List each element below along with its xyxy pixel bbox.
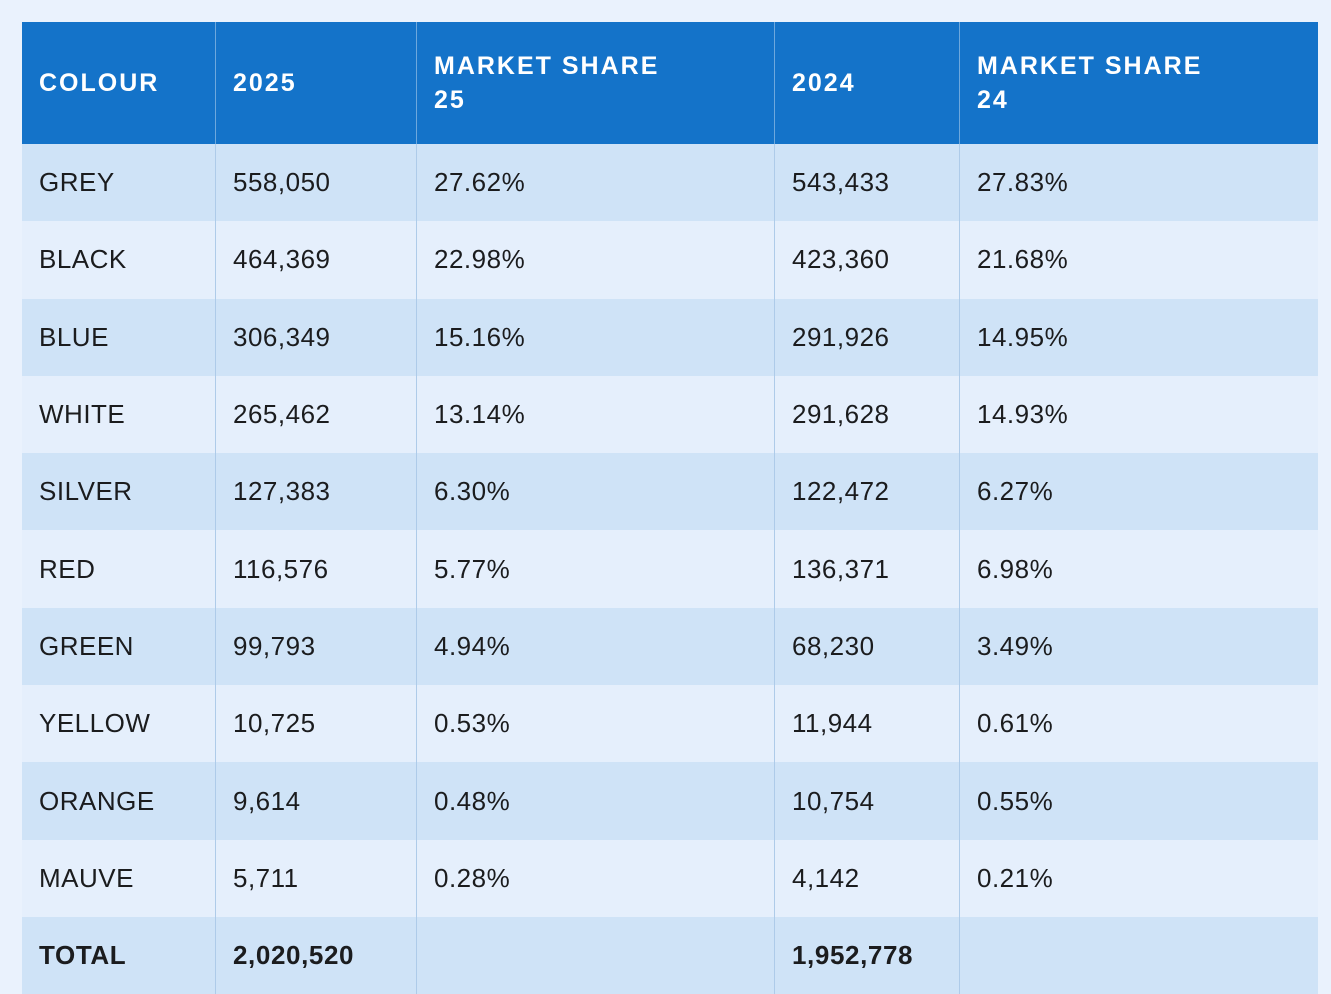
table-row: BLACK 464,369 22.98% 423,360 21.68% [22, 221, 1318, 299]
value-2025-cell: 99,793 [215, 607, 416, 686]
share-2025-cell: 5.77% [416, 530, 774, 608]
share-2024-cell: 14.93% [959, 375, 1318, 454]
table-row: SILVER 127,383 6.30% 122,472 6.27% [22, 453, 1318, 531]
value-2025-cell: 116,576 [215, 530, 416, 608]
share-2024-cell: 0.61% [959, 685, 1318, 763]
share-2024-cell: 6.27% [959, 453, 1318, 531]
share-2025-cell: 4.94% [416, 607, 774, 686]
value-2025-cell: 127,383 [215, 453, 416, 531]
header-market-share-24-label: MARKET SHARE 24 [977, 51, 1203, 115]
share-2024-cell: 3.49% [959, 607, 1318, 686]
value-2024-cell: 291,926 [774, 298, 959, 376]
total-share-2024-cell [959, 916, 1318, 994]
value-2025-cell: 558,050 [215, 144, 416, 222]
value-2024-cell: 136,371 [774, 530, 959, 608]
header-market-share-25-label: MARKET SHARE 25 [434, 51, 660, 115]
colour-cell: MAUVE [39, 862, 134, 893]
value-2025-cell: 10,725 [215, 685, 416, 763]
share-2024-cell: 0.55% [959, 762, 1318, 840]
colour-market-share-table: COLOUR 2025 MARKET SHARE 25 2024 MARKET … [22, 22, 1318, 994]
value-2024-cell: 291,628 [774, 375, 959, 454]
share-2025-cell: 15.16% [416, 298, 774, 376]
value-2024-cell: 10,754 [774, 762, 959, 840]
colour-cell: YELLOW [39, 708, 151, 739]
header-2024-label: 2024 [792, 68, 856, 97]
colour-cell: BLACK [39, 244, 127, 275]
table-row: ORANGE 9,614 0.48% 10,754 0.55% [22, 762, 1318, 840]
table-row: GREEN 99,793 4.94% 68,230 3.49% [22, 607, 1318, 686]
total-share-2025-cell [416, 916, 774, 994]
table-row: YELLOW 10,725 0.53% 11,944 0.61% [22, 685, 1318, 763]
value-2025-cell: 265,462 [215, 375, 416, 454]
header-market-share-25: MARKET SHARE 25 [416, 22, 774, 144]
colour-cell: RED [39, 553, 96, 584]
share-2024-cell: 27.83% [959, 144, 1318, 222]
share-2025-cell: 0.53% [416, 685, 774, 763]
header-2024: 2024 [774, 22, 959, 144]
table-row: MAUVE 5,711 0.28% 4,142 0.21% [22, 839, 1318, 917]
share-2024-cell: 0.21% [959, 839, 1318, 917]
header-market-share-24: MARKET SHARE 24 [959, 22, 1318, 144]
value-2024-cell: 11,944 [774, 685, 959, 763]
header-colour-label: COLOUR [39, 68, 160, 97]
value-2024-cell: 543,433 [774, 144, 959, 222]
total-2025-cell: 2,020,520 [215, 916, 416, 994]
colour-cell: WHITE [39, 399, 126, 430]
header-2025-label: 2025 [233, 68, 297, 97]
value-2024-cell: 423,360 [774, 221, 959, 299]
table-header-row: COLOUR 2025 MARKET SHARE 25 2024 MARKET … [22, 22, 1318, 144]
table-row: WHITE 265,462 13.14% 291,628 14.93% [22, 375, 1318, 454]
share-2024-cell: 21.68% [959, 221, 1318, 299]
colour-cell: ORANGE [39, 785, 155, 816]
colour-cell: GREEN [39, 630, 134, 661]
table-row: RED 116,576 5.77% 136,371 6.98% [22, 530, 1318, 608]
header-2025: 2025 [215, 22, 416, 144]
share-2025-cell: 6.30% [416, 453, 774, 531]
total-2024-cell: 1,952,778 [774, 916, 959, 994]
value-2025-cell: 5,711 [215, 839, 416, 917]
value-2024-cell: 4,142 [774, 839, 959, 917]
share-2024-cell: 6.98% [959, 530, 1318, 608]
value-2024-cell: 122,472 [774, 453, 959, 531]
share-2025-cell: 27.62% [416, 144, 774, 222]
colour-cell: SILVER [39, 476, 133, 507]
share-2025-cell: 0.28% [416, 839, 774, 917]
colour-cell: GREY [39, 167, 115, 198]
table-row: GREY 558,050 27.62% 543,433 27.83% [22, 144, 1318, 222]
share-2024-cell: 14.95% [959, 298, 1318, 376]
colour-cell: BLUE [39, 321, 109, 352]
total-label-cell: TOTAL [39, 940, 127, 971]
value-2024-cell: 68,230 [774, 607, 959, 686]
value-2025-cell: 464,369 [215, 221, 416, 299]
value-2025-cell: 9,614 [215, 762, 416, 840]
header-colour: COLOUR [22, 22, 215, 144]
share-2025-cell: 22.98% [416, 221, 774, 299]
share-2025-cell: 13.14% [416, 375, 774, 454]
value-2025-cell: 306,349 [215, 298, 416, 376]
table-row: BLUE 306,349 15.16% 291,926 14.95% [22, 298, 1318, 376]
share-2025-cell: 0.48% [416, 762, 774, 840]
total-row: TOTAL 2,020,520 1,952,778 [22, 916, 1318, 994]
